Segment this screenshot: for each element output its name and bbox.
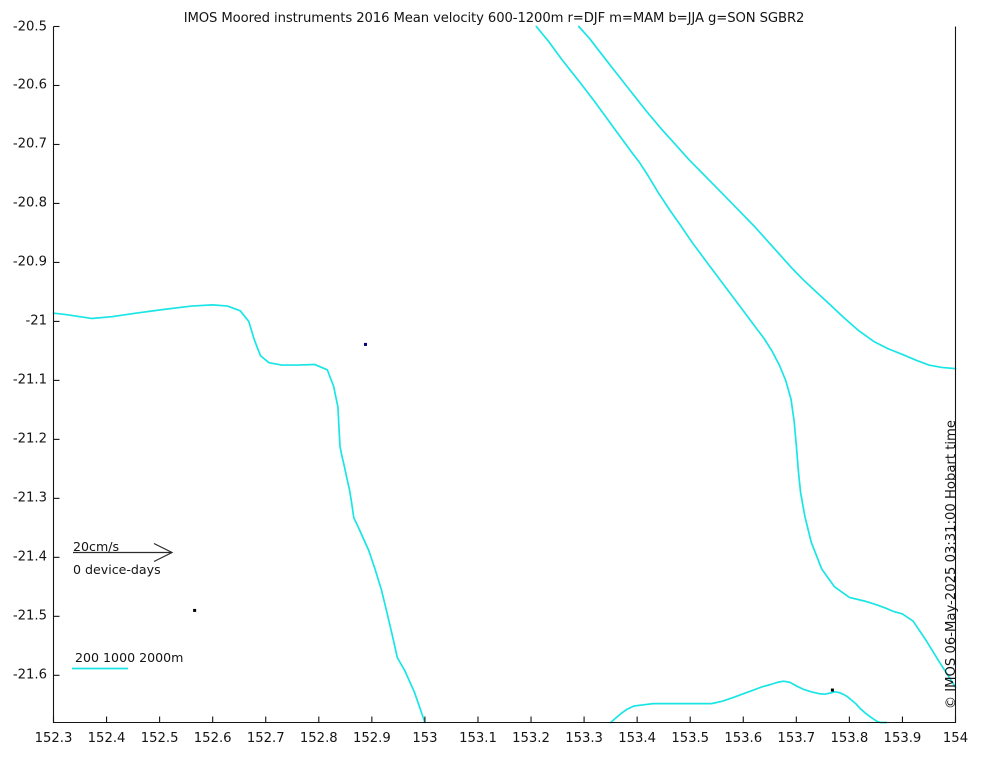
x-axis-tick-label: 152.7 — [246, 731, 285, 746]
x-axis-tick-label: 152.5 — [140, 731, 179, 746]
page-title: IMOS Moored instruments 2016 Mean veloci… — [183, 11, 805, 26]
y-axis-tick-label: -21.4 — [12, 549, 47, 565]
y-axis-tick-label: -20.6 — [12, 77, 47, 93]
x-axis-tick-label: 153.8 — [830, 731, 869, 746]
copyright-text: © IMOS 06-May-2025 03:31:00 Hobart time — [944, 420, 959, 710]
mooring-site-black-east — [830, 688, 834, 692]
x-axis-tick-label: 152.6 — [193, 731, 232, 746]
contour-layer — [52, 25, 957, 724]
x-axis-tick-label: 152.3 — [34, 731, 73, 746]
y-axis-tick-label: -20.7 — [12, 136, 47, 152]
x-axis-tick-label: 154 — [942, 731, 969, 746]
y-axis-tick-label: -21.6 — [12, 667, 47, 683]
y-axis-tick-label: -21.3 — [12, 490, 47, 506]
x-axis-tick-label: 152.4 — [87, 731, 126, 746]
y-axis-tick-label: -21.2 — [12, 431, 47, 447]
y-axis-tick-labels: -20.5 -20.6 -20.7 -20.8 -20.9 -21 -21.1 -21.2 -2… — [0, 0, 47, 760]
contour-line-bathymetry-contour-shelf — [609, 680, 888, 724]
marker-layer — [193, 342, 834, 692]
axis-frame — [52, 26, 957, 724]
y-axis-tick-label: -21.1 — [12, 372, 47, 388]
x-axis-tick-label: 153.1 — [459, 731, 497, 746]
y-axis-tick-label: -21 — [25, 313, 47, 329]
mooring-site-black-west — [193, 608, 197, 612]
x-axis-tick-label: 153.7 — [777, 731, 816, 746]
contour-line-bathymetry-contour-east — [577, 25, 957, 370]
x-axis-tick-label: 153.9 — [883, 731, 922, 746]
mooring-site-navy — [363, 342, 367, 346]
x-axis-tick-label: 153 — [412, 731, 438, 746]
contour-line-bathymetry-contour-west — [52, 304, 426, 724]
y-axis-tick-label: -20.5 — [12, 19, 47, 34]
x-axis-tick-label: 153.4 — [618, 731, 657, 746]
y-axis-tick-label: -20.9 — [12, 254, 47, 270]
legend-layer — [72, 542, 174, 670]
x-axis-tick-label: 153.2 — [512, 731, 550, 746]
x-axis-tick-label: 153.3 — [565, 731, 603, 746]
y-axis-tick-label: -20.8 — [12, 195, 47, 211]
y-axis-tick-label: -21.5 — [12, 608, 47, 624]
x-axis-tick-label: 152.8 — [299, 731, 338, 746]
x-axis-tick-label: 152.9 — [352, 731, 391, 746]
velocity-scale-arrow-head — [153, 542, 174, 563]
contour-line-bathymetry-contour-central — [535, 25, 957, 688]
x-axis-tick-label: 153.6 — [724, 731, 763, 746]
velocity-scale-label: 20cm/s — [73, 539, 120, 554]
x-axis-tick-label: 153.5 — [671, 731, 710, 746]
depth-contour-legend-label: 200 1000 2000m — [75, 650, 184, 665]
copyright-timestamp: © IMOS 06-May-2025 03:31:00 Hobart time — [944, 420, 959, 709]
axis-frame-layer — [52, 25, 957, 724]
device-days-label: 0 device-days — [73, 562, 161, 577]
